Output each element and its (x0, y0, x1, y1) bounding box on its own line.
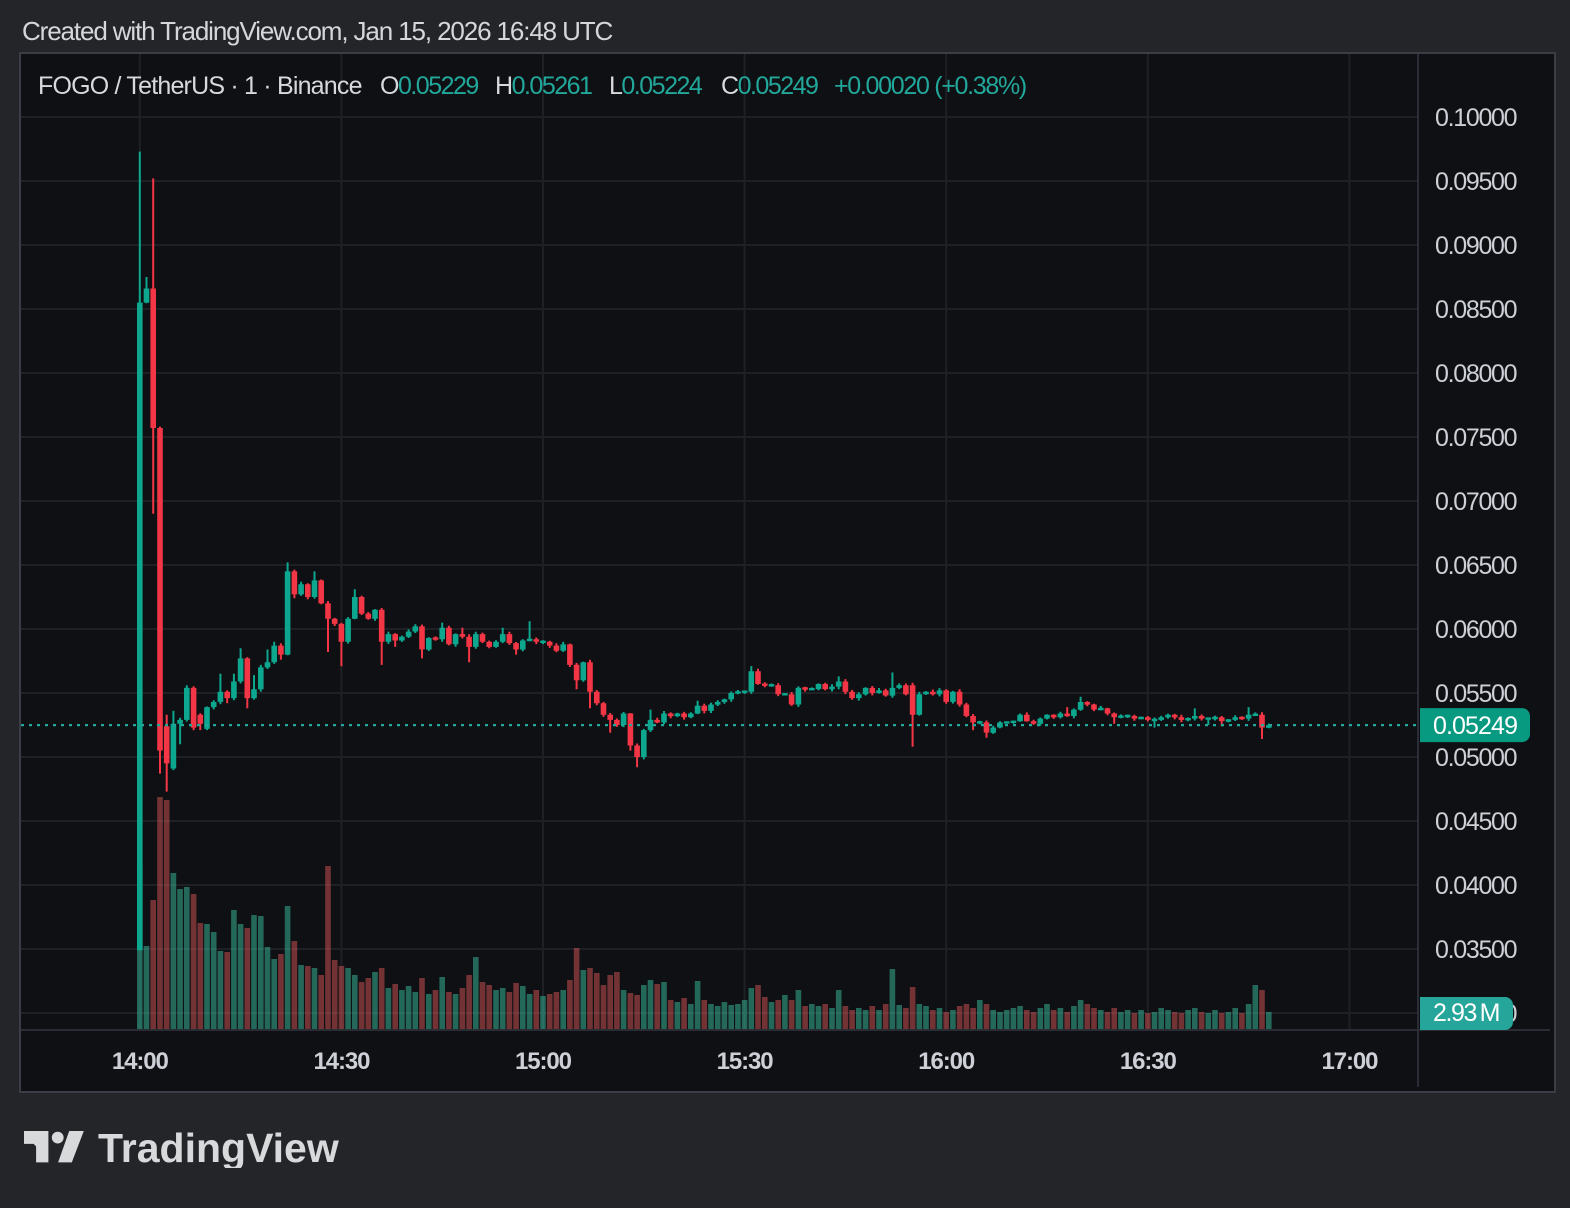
svg-text:0.03500: 0.03500 (1435, 936, 1517, 964)
svg-text:2.93 M: 2.93 M (1433, 999, 1499, 1027)
svg-text:15:00: 15:00 (515, 1048, 572, 1075)
svg-text:0.07500: 0.07500 (1435, 424, 1517, 452)
svg-text:0.05500: 0.05500 (1435, 680, 1517, 708)
svg-text:0.04500: 0.04500 (1435, 808, 1517, 836)
svg-text:L0.05224: L0.05224 (609, 72, 703, 100)
svg-text:14:00: 14:00 (112, 1048, 169, 1075)
svg-text:0.06500: 0.06500 (1435, 552, 1517, 580)
svg-text:0.05249: 0.05249 (1433, 712, 1517, 740)
svg-text:0.09500: 0.09500 (1435, 168, 1517, 196)
svg-text:TradingView: TradingView (98, 1128, 339, 1168)
svg-text:15:30: 15:30 (717, 1048, 774, 1075)
svg-text:17:00: 17:00 (1321, 1048, 1378, 1075)
svg-text:O0.05229: O0.05229 (380, 72, 478, 100)
svg-text:0.07000: 0.07000 (1435, 488, 1517, 516)
svg-text:16:30: 16:30 (1120, 1048, 1177, 1075)
svg-text:+0.00020 (+0.38%): +0.00020 (+0.38%) (834, 72, 1026, 100)
svg-text:C0.05249: C0.05249 (721, 72, 818, 100)
svg-text:0.09000: 0.09000 (1435, 232, 1517, 260)
svg-text:0.06000: 0.06000 (1435, 616, 1517, 644)
svg-text:FOGO / TetherUS · 1 · Binance: FOGO / TetherUS · 1 · Binance (38, 72, 362, 100)
svg-text:H0.05261: H0.05261 (495, 72, 592, 100)
svg-text:0.04000: 0.04000 (1435, 872, 1517, 900)
svg-text:14:30: 14:30 (313, 1048, 370, 1075)
svg-text:16:00: 16:00 (918, 1048, 975, 1075)
svg-text:0.08500: 0.08500 (1435, 296, 1517, 324)
svg-text:0.10000: 0.10000 (1435, 104, 1517, 132)
svg-text:0.08000: 0.08000 (1435, 360, 1517, 388)
svg-text:0.05000: 0.05000 (1435, 744, 1517, 772)
